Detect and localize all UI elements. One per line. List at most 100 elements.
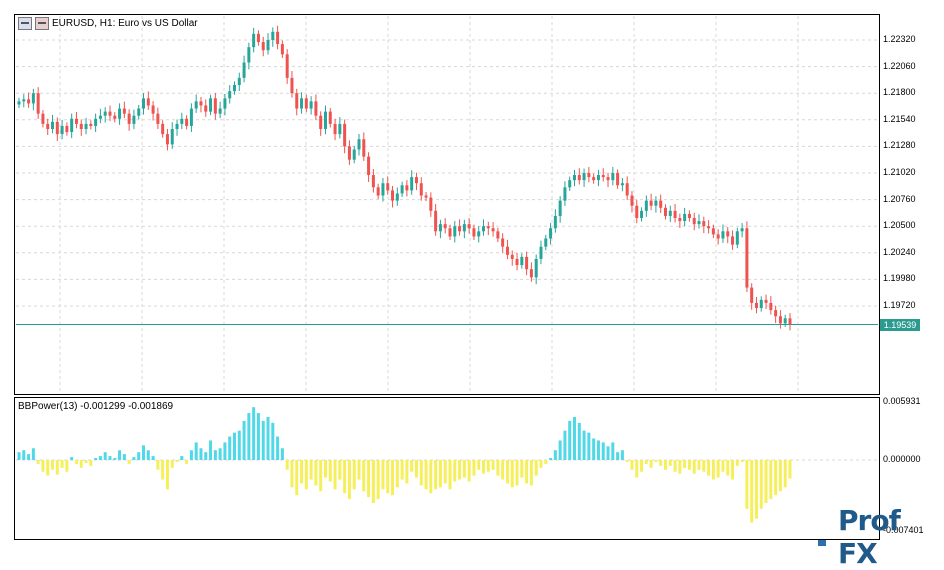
candle-body <box>180 118 184 124</box>
histogram-bar <box>89 460 93 466</box>
candle-body <box>98 115 102 119</box>
candle-body <box>204 105 208 112</box>
candle-body <box>616 173 620 186</box>
candle-body <box>319 115 323 130</box>
histogram-bar <box>285 460 289 470</box>
histogram-bar <box>371 460 375 504</box>
candle-body <box>716 234 720 239</box>
histogram-bar <box>750 460 754 523</box>
histogram-bar <box>663 460 667 470</box>
histogram-bar <box>367 460 371 498</box>
candle-body <box>79 123 83 130</box>
histogram-bar <box>424 460 428 490</box>
candle-body <box>596 175 600 181</box>
candle-body <box>261 42 265 51</box>
histogram-bar <box>103 452 107 460</box>
candle-body <box>242 62 246 78</box>
candle-body <box>46 123 50 130</box>
candle-body <box>55 121 59 135</box>
histogram-bar <box>74 460 78 464</box>
candle-body <box>51 121 55 130</box>
chart-window-icon <box>18 17 32 30</box>
candle-body <box>151 105 155 114</box>
histogram-bar <box>472 460 476 476</box>
histogram-bar <box>256 413 260 460</box>
histogram-bar <box>237 430 241 460</box>
histogram-bar <box>357 460 361 480</box>
candle-body <box>118 108 122 119</box>
histogram-bar <box>161 460 165 480</box>
candle-body <box>496 231 500 239</box>
histogram-bar <box>644 460 648 464</box>
candle-body <box>472 228 476 237</box>
price-chart-pane[interactable] <box>14 14 880 395</box>
indicator-tick-label: 0.005931 <box>883 396 921 406</box>
price-tick-label: 1.22060 <box>883 60 916 71</box>
histogram-bar <box>740 460 744 462</box>
candle-body <box>395 193 399 201</box>
price-tick-label: 1.21020 <box>883 167 916 177</box>
histogram-bar <box>276 436 280 460</box>
candle-body <box>707 226 711 229</box>
candle-body <box>218 108 222 114</box>
candle-body <box>592 177 596 181</box>
candle-body <box>434 210 438 232</box>
candle-body <box>635 205 639 219</box>
histogram-bar <box>36 460 40 464</box>
histogram-bar <box>563 430 567 460</box>
histogram-bar <box>649 460 653 468</box>
histogram-bar <box>328 460 332 482</box>
candle-body <box>41 113 45 124</box>
candle-body <box>553 215 557 229</box>
histogram-bar <box>113 458 117 460</box>
candle-body <box>113 115 117 119</box>
candle-body <box>544 238 548 247</box>
candle-body <box>764 299 768 303</box>
histogram-bar <box>616 452 620 460</box>
histogram-bar <box>721 460 725 472</box>
candle-body <box>94 118 98 126</box>
logo-mark <box>818 540 826 546</box>
histogram-bar <box>170 460 174 468</box>
candle-body <box>754 302 758 309</box>
candle-body <box>668 210 672 216</box>
candle-body <box>462 224 466 232</box>
histogram-bar <box>711 460 715 480</box>
histogram-bar <box>213 450 217 460</box>
candle-body <box>424 195 428 198</box>
candle-body <box>323 111 327 130</box>
candle-body <box>232 85 236 92</box>
candle-body <box>491 228 495 232</box>
candle-body <box>60 125 64 135</box>
histogram-bar <box>735 460 739 466</box>
histogram-bar <box>558 440 562 460</box>
price-tick-label: 1.22320 <box>883 34 916 44</box>
candle-body <box>209 98 213 112</box>
histogram-bar <box>697 460 701 470</box>
histogram-bar <box>252 407 256 460</box>
candle-body <box>194 101 198 109</box>
chart-title-bar: EURUSD, H1: Euro vs US Dollar <box>18 17 198 30</box>
histogram-bar <box>362 460 366 492</box>
histogram-bar <box>491 460 495 470</box>
candle-body <box>27 99 31 104</box>
candle-body <box>367 156 371 176</box>
candle-body <box>482 226 486 232</box>
candle-body <box>103 111 107 116</box>
candle-body <box>673 210 677 219</box>
candle-body <box>644 200 648 211</box>
candle-body <box>31 93 35 104</box>
price-tick-label: 1.21540 <box>883 113 916 124</box>
histogram-bar <box>51 460 55 470</box>
candle-body <box>352 149 356 160</box>
candle-body <box>663 207 667 216</box>
histogram-bar <box>65 460 69 472</box>
histogram-bar <box>692 460 696 474</box>
histogram-bar <box>419 460 423 486</box>
candle-body <box>333 123 337 135</box>
histogram-bar <box>596 440 600 460</box>
price-tick-label: 1.21800 <box>883 87 916 98</box>
histogram-bar <box>520 460 524 478</box>
histogram-bar <box>683 460 687 468</box>
candle-body <box>309 101 313 109</box>
